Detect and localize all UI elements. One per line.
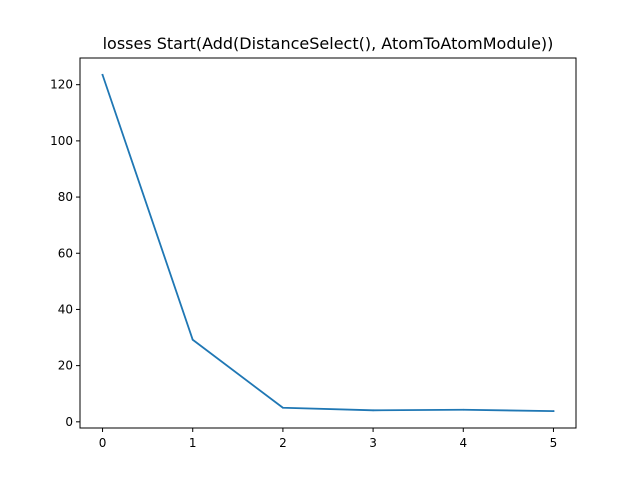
plot-area: [101, 73, 555, 413]
loss-series-line: [101, 73, 555, 413]
y-axis: 0 20 40 60 80 100 120: [50, 78, 80, 429]
x-tick-label: 3: [369, 436, 377, 450]
x-tick-label: 4: [459, 436, 467, 450]
x-tick-label: 2: [279, 436, 287, 450]
y-tick-label: 80: [58, 190, 73, 204]
y-tick-label: 20: [58, 359, 73, 373]
loss-data-point: [462, 408, 465, 411]
x-tick-label: 5: [550, 436, 558, 450]
y-tick-label: 60: [58, 246, 73, 260]
x-tick-label: 0: [99, 436, 107, 450]
loss-data-point: [282, 406, 284, 409]
loss-data-point: [372, 409, 374, 412]
loss-data-point: [191, 338, 194, 341]
loss-data-point: [101, 73, 104, 76]
loss-data-point: [552, 410, 555, 413]
y-tick-label: 40: [58, 302, 73, 316]
y-tick-label: 0: [65, 415, 73, 429]
chart-title: losses Start(Add(DistanceSelect(), AtomT…: [103, 34, 554, 53]
x-tick-label: 1: [189, 436, 197, 450]
x-axis: 0 1 2 3 4 5: [99, 428, 558, 450]
y-tick-label: 100: [50, 134, 73, 148]
axes-frame: [79, 57, 577, 429]
y-tick-label: 120: [50, 78, 73, 92]
